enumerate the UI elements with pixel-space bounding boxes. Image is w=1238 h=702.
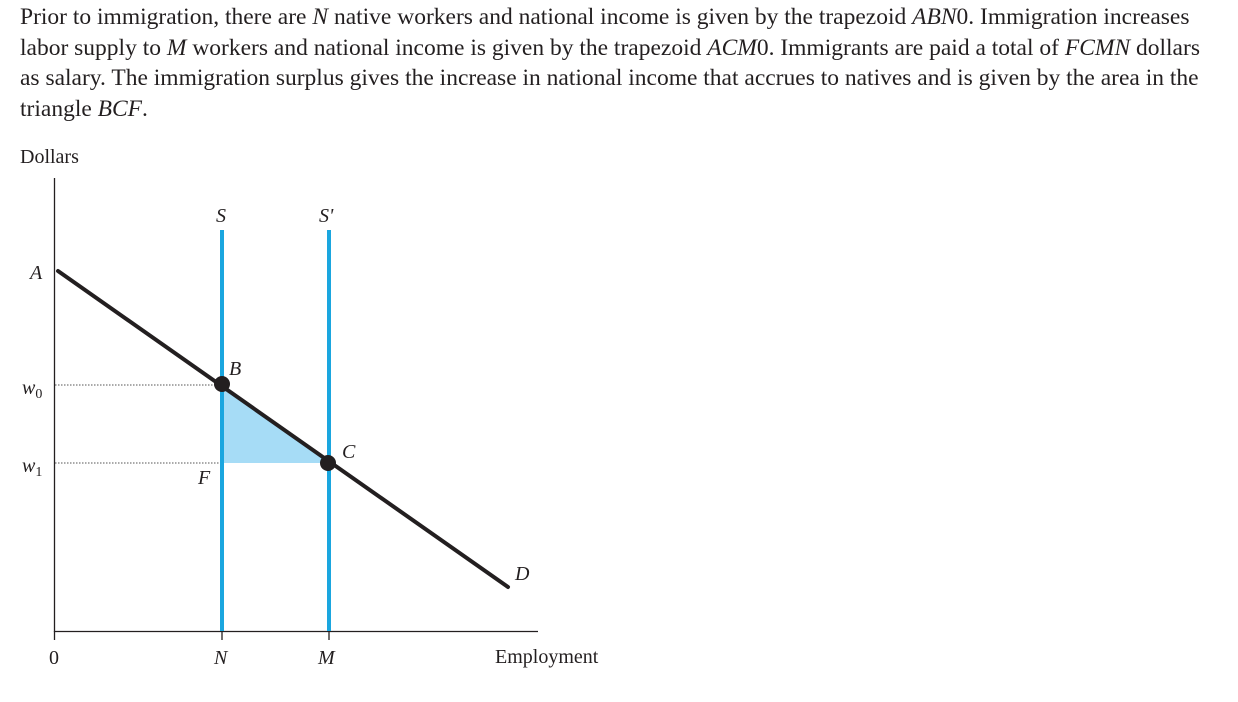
- point-b-label: B: [229, 358, 241, 380]
- origin-label: 0: [49, 647, 59, 669]
- supply-after-label: S': [319, 205, 334, 227]
- demand-curve: [56, 269, 510, 589]
- wage-low-label: w1: [22, 455, 42, 480]
- intercept-a-label: A: [28, 262, 43, 284]
- workers-after-label: M: [317, 647, 336, 669]
- wage-high-label: w0: [22, 377, 42, 402]
- point-b-marker: [214, 376, 230, 392]
- supply-before-label: S: [216, 205, 226, 227]
- y-axis-label: Dollars: [20, 146, 79, 168]
- point-c-label: C: [342, 441, 356, 463]
- x-axis-label: Employment: [495, 646, 599, 668]
- demand-label: D: [514, 563, 530, 585]
- workers-before-label: N: [213, 647, 229, 669]
- caption: Prior to immigration, there are N native…: [20, 4, 1200, 122]
- point-c-marker: [320, 455, 336, 471]
- point-f-label: F: [197, 467, 211, 489]
